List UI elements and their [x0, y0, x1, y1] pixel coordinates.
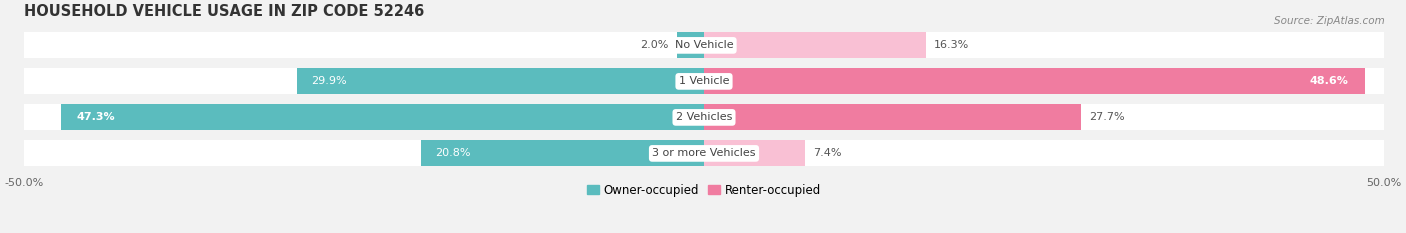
Text: 7.4%: 7.4%	[813, 148, 841, 158]
Text: 16.3%: 16.3%	[934, 40, 969, 50]
Text: 27.7%: 27.7%	[1090, 112, 1125, 122]
Text: 3 or more Vehicles: 3 or more Vehicles	[652, 148, 756, 158]
Bar	[704, 69, 1365, 94]
Bar	[676, 32, 704, 58]
Bar	[60, 104, 704, 130]
Text: 48.6%: 48.6%	[1310, 76, 1348, 86]
Text: No Vehicle: No Vehicle	[675, 40, 734, 50]
Text: 20.8%: 20.8%	[434, 148, 470, 158]
Text: 29.9%: 29.9%	[311, 76, 346, 86]
Bar	[297, 69, 704, 94]
Bar	[24, 32, 1385, 58]
Bar	[24, 104, 1385, 130]
Legend: Owner-occupied, Renter-occupied: Owner-occupied, Renter-occupied	[582, 179, 825, 201]
Bar	[24, 69, 1385, 94]
Text: HOUSEHOLD VEHICLE USAGE IN ZIP CODE 52246: HOUSEHOLD VEHICLE USAGE IN ZIP CODE 5224…	[24, 4, 425, 19]
Text: 1 Vehicle: 1 Vehicle	[679, 76, 730, 86]
Text: 2 Vehicles: 2 Vehicles	[676, 112, 733, 122]
Bar	[24, 140, 1385, 166]
Bar	[420, 140, 704, 166]
Text: 47.3%: 47.3%	[77, 112, 115, 122]
Text: Source: ZipAtlas.com: Source: ZipAtlas.com	[1274, 16, 1385, 26]
Bar	[704, 32, 925, 58]
Text: 2.0%: 2.0%	[640, 40, 669, 50]
Bar	[704, 140, 804, 166]
Bar	[704, 104, 1081, 130]
